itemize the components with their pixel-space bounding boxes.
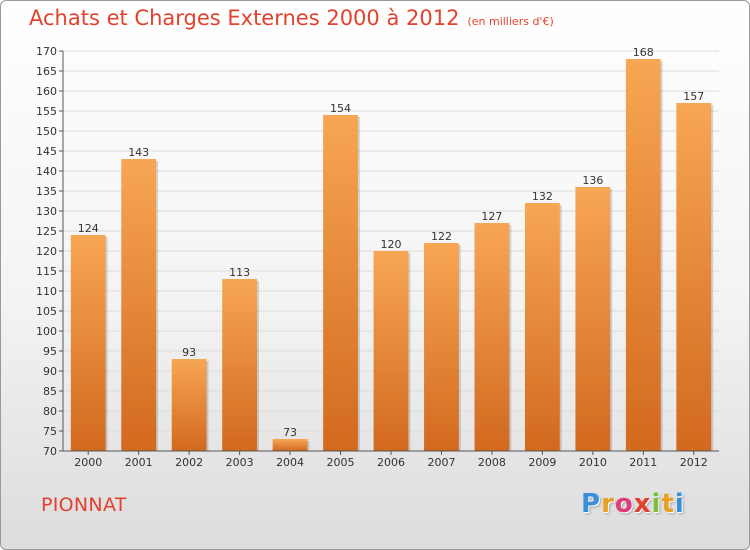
bar	[424, 243, 459, 451]
x-tick-label: 2002	[175, 456, 203, 469]
logo-letter: t	[661, 489, 675, 519]
chart-title-text: Achats et Charges Externes 2000 à 2012	[29, 6, 460, 30]
y-tick-label: 95	[43, 345, 57, 358]
logo-letter: i	[651, 489, 662, 519]
bar	[70, 235, 106, 451]
x-tick-label: 2005	[327, 456, 355, 469]
bar	[323, 115, 358, 451]
logo-letter: r	[601, 489, 615, 519]
y-tick-label: 105	[36, 305, 57, 318]
logo-letter: x	[633, 489, 652, 519]
bar	[222, 279, 258, 451]
chart-subtitle: (en milliers d'€)	[467, 15, 554, 28]
y-axis: 70 75 80 85 90 95 100 105 110 115 120 125 130 135 140 1…	[36, 45, 64, 458]
x-tick-label: 2003	[226, 456, 254, 469]
bar	[676, 103, 712, 451]
x-axis: 2000 2001 2002 2003 2004 2005 2006 2007 2008 2009…	[63, 450, 719, 469]
bar-value-label: 113	[229, 266, 250, 279]
x-tick-label: 2004	[276, 456, 304, 469]
y-tick-label: 130	[36, 205, 57, 218]
proxiti-logo: Proxiti	[581, 489, 685, 519]
bar	[171, 359, 207, 451]
logo-letter: i	[674, 489, 685, 519]
bar-value-label: 120	[381, 238, 402, 251]
y-tick-label: 115	[36, 265, 57, 278]
y-tick-label: 160	[36, 85, 57, 98]
y-tick-label: 140	[36, 165, 57, 178]
y-tick-label: 165	[36, 65, 57, 78]
y-tick-label: 125	[36, 225, 57, 238]
y-tick-label: 135	[36, 185, 57, 198]
y-tick-label: 75	[43, 425, 57, 438]
y-tick-label: 120	[36, 245, 57, 258]
bar-value-label: 157	[683, 90, 704, 103]
x-tick-label: 2001	[125, 456, 153, 469]
bar	[474, 223, 510, 451]
x-tick-label: 2009	[528, 456, 556, 469]
y-tick-label: 145	[36, 145, 57, 158]
y-tick-label: 90	[43, 365, 57, 378]
bar-value-label: 132	[532, 190, 553, 203]
x-tick-label: 2000	[74, 456, 102, 469]
bar	[272, 439, 308, 451]
y-tick-label: 150	[36, 125, 57, 138]
y-tick-label: 170	[36, 45, 57, 58]
x-tick-label: 2006	[377, 456, 405, 469]
commune-name: PIONNAT	[41, 494, 127, 516]
x-tick-label: 2011	[629, 456, 657, 469]
chart-title: Achats et Charges Externes 2000 à 2012 (e…	[29, 6, 554, 30]
y-tick-label: 80	[43, 405, 57, 418]
x-tick-label: 2007	[427, 456, 455, 469]
bar	[524, 203, 560, 451]
x-tick-label: 2012	[680, 456, 708, 469]
y-tick-label: 110	[36, 285, 57, 298]
bar-value-label: 143	[128, 146, 149, 159]
bar-value-label: 127	[481, 210, 502, 223]
x-tick-label: 2008	[478, 456, 506, 469]
bar	[121, 159, 157, 451]
bar	[575, 187, 611, 451]
bar-value-label: 168	[633, 46, 654, 59]
bar-value-label: 154	[330, 102, 351, 115]
logo-letter: o	[614, 489, 634, 519]
bar	[625, 59, 661, 451]
x-tick-label: 2010	[579, 456, 607, 469]
bar-value-label: 93	[182, 346, 196, 359]
y-tick-label: 85	[43, 385, 57, 398]
y-tick-label: 155	[36, 105, 57, 118]
bar-value-label: 136	[582, 174, 603, 187]
y-tick-label: 100	[36, 325, 57, 338]
bars: 124 143 93 113 73 154 120 122 127 132 136 168 157	[70, 46, 714, 451]
logo-letter: P	[581, 489, 602, 519]
bar-value-label: 124	[78, 222, 99, 235]
bar	[373, 251, 409, 451]
y-tick-label: 70	[43, 445, 57, 458]
bar-value-label: 73	[283, 426, 297, 439]
bar-value-label: 122	[431, 230, 452, 243]
